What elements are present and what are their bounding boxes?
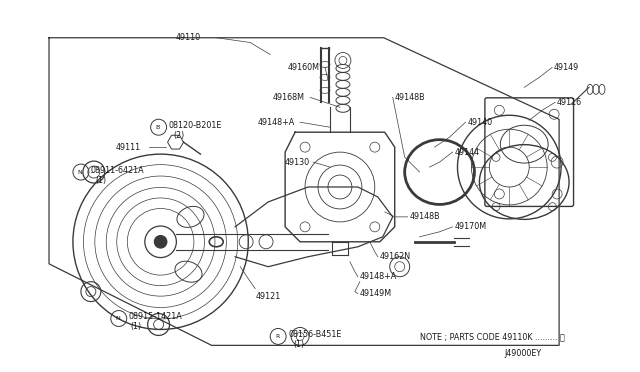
Text: (1): (1) xyxy=(96,176,107,185)
Text: 49148+A: 49148+A xyxy=(258,118,295,127)
Text: 49144: 49144 xyxy=(454,148,479,157)
Text: (1): (1) xyxy=(293,340,304,349)
Text: 08911-6421A: 08911-6421A xyxy=(91,166,145,174)
Text: N: N xyxy=(115,316,120,321)
Text: J49000EY: J49000EY xyxy=(504,349,541,358)
Text: 08915-1421A: 08915-1421A xyxy=(129,312,182,321)
Text: 08120-B201E: 08120-B201E xyxy=(168,121,222,130)
Text: 49148B: 49148B xyxy=(410,212,440,221)
Text: 49130: 49130 xyxy=(285,158,310,167)
Text: 49116: 49116 xyxy=(557,98,582,107)
Text: 49121: 49121 xyxy=(255,292,280,301)
Circle shape xyxy=(154,235,167,248)
Text: (1): (1) xyxy=(131,322,142,331)
Text: 49162N: 49162N xyxy=(380,252,411,261)
Text: 49110: 49110 xyxy=(175,33,201,42)
Text: 49168M: 49168M xyxy=(273,93,305,102)
Text: 49170M: 49170M xyxy=(454,222,486,231)
Text: (2): (2) xyxy=(173,131,185,140)
Text: R: R xyxy=(275,334,279,339)
Text: N: N xyxy=(77,170,83,174)
Text: 49149: 49149 xyxy=(554,63,579,72)
Text: 49111: 49111 xyxy=(116,142,141,152)
Text: 49149M: 49149M xyxy=(360,289,392,298)
Text: 49148+A: 49148+A xyxy=(360,272,397,281)
Text: 49160M: 49160M xyxy=(288,63,320,72)
Text: NOTE ; PARTS CODE 49110K ......... Ⓐ: NOTE ; PARTS CODE 49110K ......... Ⓐ xyxy=(420,332,564,341)
Text: 08156-B451E: 08156-B451E xyxy=(288,330,342,339)
Text: B: B xyxy=(156,125,160,130)
Text: 49140: 49140 xyxy=(467,118,493,127)
Text: 49148B: 49148B xyxy=(395,93,426,102)
